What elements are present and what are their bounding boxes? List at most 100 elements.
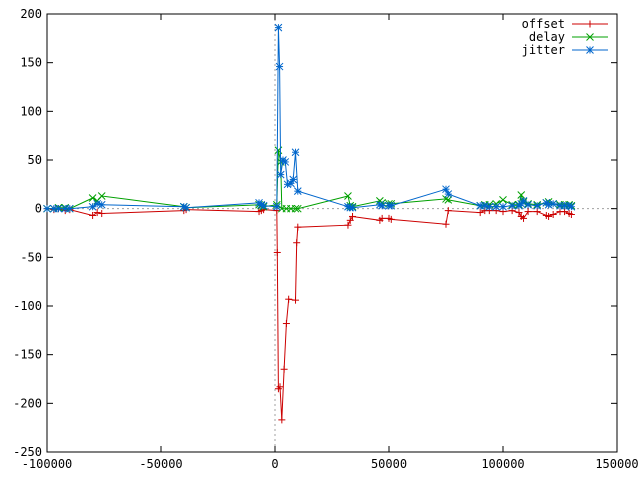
x-tick-label: -50000 — [139, 457, 182, 471]
data-point-jitter — [43, 204, 51, 213]
data-point-jitter — [281, 158, 290, 166]
marker-stroke — [444, 196, 453, 204]
y-tick-label: 150 — [20, 56, 42, 70]
data-point-jitter — [519, 197, 528, 205]
marker-stroke — [291, 148, 300, 157]
marker-stroke — [88, 194, 97, 202]
data-point-offset — [276, 383, 284, 391]
data-point-offset — [273, 248, 281, 256]
marker-stroke — [274, 23, 283, 32]
x-tick-label: 100000 — [481, 457, 524, 471]
data-point-offset — [349, 212, 357, 220]
data-point-jitter — [293, 187, 302, 196]
marker-stroke — [276, 170, 285, 179]
data-point-jitter — [259, 201, 268, 210]
x-axis: -100000 -50000 0 50000 100000 150000 — [22, 14, 639, 471]
data-point-jitter — [549, 199, 558, 208]
data-point-jitter — [387, 201, 396, 210]
y-tick-label: 200 — [20, 7, 42, 21]
data-point-offset — [278, 416, 286, 424]
marker-stroke — [43, 204, 51, 213]
data-point-jitter — [444, 190, 453, 198]
data-point-jitter — [272, 202, 281, 211]
marker-stroke — [524, 200, 532, 209]
marker-stroke — [54, 204, 63, 213]
marker-stroke — [97, 192, 106, 200]
data-point-offset — [549, 211, 557, 219]
legend-label-delay: delay — [529, 30, 565, 44]
marker-stroke — [387, 201, 396, 210]
marker-stroke — [275, 62, 284, 71]
series-jitter — [43, 23, 576, 213]
data-point-offset — [476, 209, 484, 217]
data-point-offset — [442, 220, 450, 228]
data-point-offset — [561, 208, 569, 216]
data-point-jitter — [499, 202, 507, 211]
marker-stroke — [182, 203, 190, 212]
data-point-offset — [346, 216, 354, 224]
plot-border — [46, 13, 618, 453]
data-point-jitter — [65, 204, 74, 213]
y-tick-label: -50 — [20, 250, 42, 264]
y-tick-label: 50 — [28, 153, 42, 167]
data-point-offset — [280, 365, 288, 373]
data-point-offset — [274, 385, 282, 393]
legend-marker-jitter — [586, 46, 594, 54]
data-point-offset — [533, 208, 541, 216]
zero-lines — [47, 14, 617, 452]
y-tick-label: 100 — [20, 104, 42, 118]
series-line-offset — [46, 208, 572, 420]
data-point-offset — [93, 209, 101, 217]
y-axis: -250 -200 -150 -100 -50 0 50 100 150 200 — [13, 7, 617, 459]
marker-stroke — [272, 202, 281, 211]
marker-stroke — [492, 202, 501, 211]
data-point-offset — [524, 208, 532, 216]
marker-stroke — [567, 202, 576, 211]
y-tick-label: -250 — [13, 445, 42, 459]
marker-stroke — [259, 201, 268, 210]
y-tick-label: -200 — [13, 396, 42, 410]
data-point-offset — [520, 214, 528, 222]
data-point-jitter — [533, 201, 542, 210]
data-point-jitter — [524, 200, 532, 209]
data-point-offset — [444, 207, 452, 215]
data-point-jitter — [485, 202, 494, 211]
y-tick-label: -150 — [13, 348, 42, 362]
x-tick-label: -100000 — [22, 457, 73, 471]
data-point-offset — [515, 209, 523, 217]
data-point-jitter — [291, 148, 300, 157]
data-point-jitter — [274, 23, 283, 32]
data-point-jitter — [508, 201, 516, 210]
series-line-jitter — [47, 27, 572, 210]
data-point-jitter — [54, 204, 63, 213]
marker-stroke — [508, 201, 516, 210]
marker-stroke — [517, 191, 526, 199]
data-point-delay — [444, 196, 453, 204]
marker-stroke — [480, 201, 489, 210]
data-point-offset — [98, 210, 106, 218]
x-tick-label: 0 — [271, 457, 278, 471]
marker-stroke — [344, 192, 352, 200]
data-point-jitter — [93, 199, 102, 208]
legend-marker-offset — [586, 20, 594, 28]
legend-label-offset: offset — [522, 17, 565, 31]
marker-stroke — [499, 196, 507, 204]
data-point-jitter — [480, 201, 489, 210]
marker-stroke — [485, 202, 494, 211]
data-point-offset — [344, 221, 352, 229]
data-point-jitter — [276, 170, 285, 179]
series-line-delay — [47, 150, 572, 210]
marker-stroke — [88, 202, 97, 211]
marker-stroke — [291, 204, 300, 213]
marker-stroke — [586, 33, 594, 41]
marker-stroke — [586, 46, 594, 54]
x-tick-label: 150000 — [595, 457, 638, 471]
data-point-jitter — [182, 203, 190, 212]
marker-stroke — [93, 199, 102, 208]
marker-stroke — [65, 204, 74, 213]
marker-stroke — [499, 202, 507, 211]
data-point-offset — [292, 296, 300, 304]
data-point-offset — [294, 223, 302, 231]
data-point-jitter — [348, 203, 357, 212]
legend-label-jitter: jitter — [522, 43, 565, 57]
